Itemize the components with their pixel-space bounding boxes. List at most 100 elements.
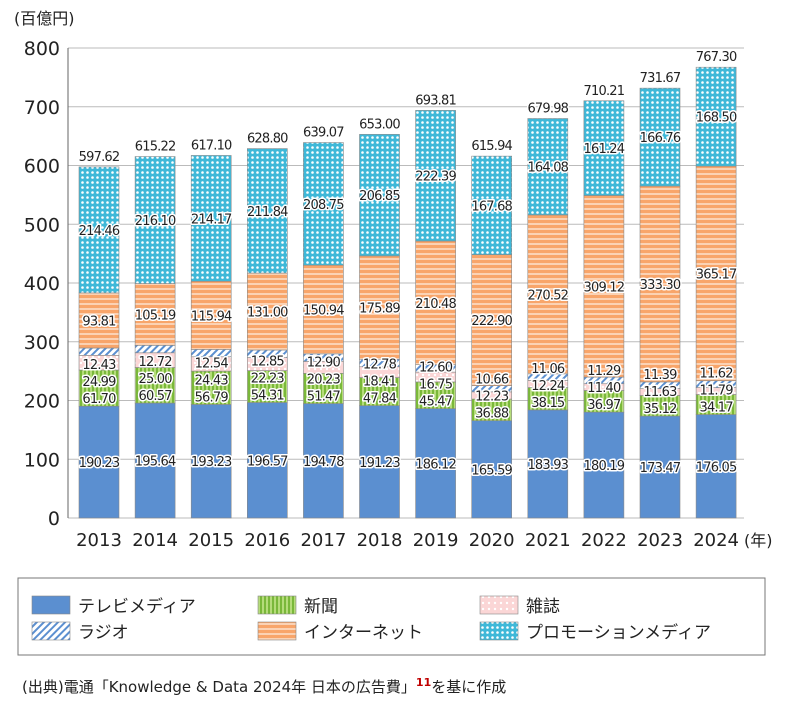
data-label: 47.84 (363, 392, 397, 407)
bar-segment (303, 403, 344, 519)
bar-segment (583, 100, 625, 196)
data-label: 214.17 (191, 212, 232, 227)
data-label: 11.40 (587, 381, 621, 396)
total-label: 767.30 (696, 50, 737, 65)
x-tick-label: 2013 (76, 530, 122, 551)
bar-segment (247, 370, 288, 403)
y-tick-label: 600 (24, 156, 60, 178)
data-label: 12.72 (138, 355, 171, 370)
legend-label: テレビメディア (78, 596, 196, 617)
data-label: 36.97 (587, 398, 621, 413)
data-label: 194.78 (303, 455, 344, 470)
x-tick-label: 2018 (357, 530, 403, 551)
legend-label: 雑誌 (526, 597, 560, 617)
bar-segment (639, 87, 681, 187)
bar-segment (78, 369, 120, 407)
data-label: 186.12 (415, 457, 456, 472)
data-label: 183.93 (527, 458, 568, 473)
data-label: 24.43 (195, 373, 229, 388)
bar-segment (639, 185, 681, 383)
data-label: 51.47 (307, 390, 341, 405)
data-label: 161.24 (584, 142, 625, 157)
data-label: 34.17 (699, 401, 733, 416)
total-label: 639.07 (303, 126, 344, 141)
data-label: 12.60 (419, 361, 453, 376)
bar-segment (247, 402, 288, 519)
data-label: 166.76 (640, 131, 681, 146)
data-label: 11.62 (699, 367, 732, 382)
bar-segment (134, 345, 176, 354)
legend-swatch (257, 595, 297, 615)
bar-segment (247, 148, 288, 274)
data-label: 333.30 (640, 278, 681, 293)
bar-segment (695, 165, 737, 382)
bar-segment (471, 254, 513, 386)
total-label: 693.81 (415, 93, 456, 108)
bar-segment (527, 118, 569, 216)
y-tick-label: 0 (48, 508, 60, 530)
data-label: 61.70 (82, 392, 116, 407)
legend-label: プロモーションメディア (526, 622, 711, 643)
bar-segment (415, 240, 456, 365)
total-label: 597.62 (79, 150, 120, 165)
data-label: 12.24 (531, 379, 565, 394)
data-label: 11.06 (531, 362, 565, 377)
data-label: 25.00 (138, 372, 172, 387)
data-label: 210.48 (415, 297, 456, 312)
bar-segment (134, 156, 176, 284)
data-label: 191.23 (359, 456, 400, 471)
x-tick-label: 2016 (244, 530, 290, 551)
data-label: 165.59 (471, 463, 512, 478)
data-label: 211.84 (247, 205, 288, 220)
bar-segment (415, 408, 456, 519)
data-label: 164.08 (527, 161, 568, 176)
bar-segment (134, 402, 176, 519)
data-label: 38.15 (531, 396, 565, 411)
total-label: 653.00 (359, 117, 400, 132)
data-label: 35.12 (643, 402, 676, 417)
data-label: 105.19 (135, 308, 176, 323)
data-label: 168.50 (696, 111, 737, 126)
bar-segment (190, 280, 232, 350)
bar-segment (583, 411, 625, 519)
y-tick-label: 700 (24, 97, 60, 119)
x-tick-label: 2019 (413, 530, 459, 551)
bar-segment (695, 66, 737, 167)
legend-label: 新聞 (304, 597, 338, 617)
data-label: 11.39 (643, 368, 677, 383)
total-label: 617.10 (191, 138, 232, 153)
legend-swatch (479, 621, 519, 641)
data-label: 20.23 (307, 373, 341, 388)
data-label: 175.89 (359, 302, 400, 317)
bar-segment (78, 292, 120, 349)
data-label: 216.10 (135, 214, 176, 229)
data-label: 167.68 (471, 199, 512, 214)
bar-segment (359, 134, 400, 257)
data-label: 12.90 (307, 356, 341, 371)
y-tick-label: 100 (24, 449, 60, 471)
data-label: 24.99 (82, 375, 116, 390)
bar-segment (415, 381, 456, 409)
x-tick-label: 2014 (132, 530, 178, 551)
x-tick-label: 2024 (693, 530, 739, 551)
legend-swatch (31, 621, 71, 641)
data-label: 12.43 (82, 358, 116, 373)
data-label: 12.54 (195, 356, 229, 371)
data-label: 222.39 (415, 170, 456, 185)
bar-segment (303, 142, 344, 266)
y-unit-label: (百億円) (14, 9, 75, 28)
bar-segment (415, 110, 456, 242)
source-suffix: を基に作成 (431, 678, 507, 696)
legend-label: ラジオ (78, 623, 129, 643)
x-tick-label: 2021 (525, 530, 571, 551)
data-label: 93.81 (82, 314, 116, 329)
data-label: 365.17 (696, 267, 737, 282)
bar-segment (527, 214, 569, 375)
data-label: 115.94 (191, 309, 232, 324)
data-label: 16.75 (419, 378, 453, 393)
data-label: 11.79 (699, 384, 733, 399)
data-label: 196.57 (247, 454, 288, 469)
data-label: 180.19 (584, 459, 625, 474)
total-label: 628.80 (247, 132, 288, 147)
data-label: 206.85 (359, 189, 400, 204)
